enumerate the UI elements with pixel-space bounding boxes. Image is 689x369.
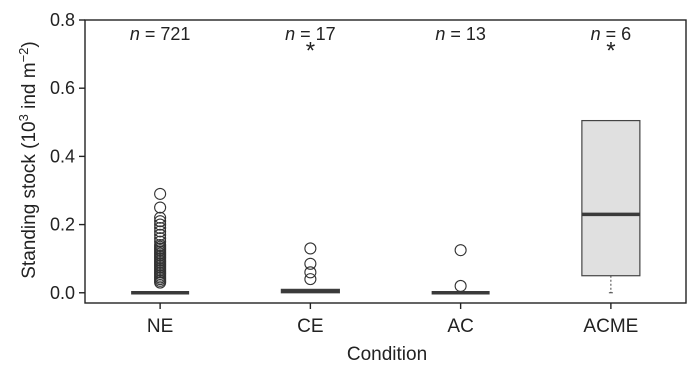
x-tick-label: ACME <box>583 316 638 337</box>
sample-size-symbol: n <box>285 24 295 44</box>
outlier-point <box>154 215 167 228</box>
outlier-point <box>154 211 167 224</box>
outlier-point <box>454 279 467 293</box>
sample-size-label: n = 13 <box>435 24 486 44</box>
y-axis-ticks: 0.0 0.2 0.4 0.6 0.8 <box>50 10 85 303</box>
y-axis-title-superscript-1: 3 <box>16 114 31 121</box>
box-group-ac <box>431 244 490 295</box>
y-axis-title-suffix: ) <box>19 41 40 47</box>
sample-size-value: = 13 <box>445 24 486 44</box>
plot-frame <box>84 19 687 304</box>
box-iqr <box>581 119 641 277</box>
x-tick-label: NE <box>147 316 173 337</box>
y-tick-label: 0.8 <box>50 10 75 30</box>
sample-size-value: = 17 <box>295 24 336 44</box>
x-tick-label: AC <box>447 316 473 337</box>
outlier-point <box>304 242 317 255</box>
outlier-point <box>154 187 167 200</box>
y-tick-label: 0.0 <box>50 283 75 303</box>
sample-size-value: = 6 <box>601 24 632 44</box>
y-axis-title-prefix: Standing stock (10 <box>19 121 40 278</box>
sample-size-symbol: n <box>591 24 601 44</box>
y-axis-title: Standing stock (103 ind m−2) <box>16 41 40 279</box>
outlier-point <box>154 218 167 231</box>
plot-axes <box>84 19 687 304</box>
outlier-point <box>154 228 167 241</box>
outlier-point <box>304 266 317 279</box>
outlier-point <box>154 238 167 252</box>
outlier-point <box>304 257 317 270</box>
mean-marker: * <box>606 37 615 64</box>
sample-size-symbol: n <box>435 24 445 44</box>
x-axis-ticks: NE CE AC ACME <box>147 303 638 337</box>
box-series: * * <box>131 37 641 295</box>
outlier-point <box>154 232 167 245</box>
mean-marker: * <box>306 37 315 64</box>
y-tick-label: 0.6 <box>50 78 75 98</box>
y-axis-title-superscript-2: −2 <box>16 48 31 63</box>
y-tick-label: 0.4 <box>50 146 75 166</box>
outlier-point <box>154 221 167 235</box>
y-tick-label: 0.2 <box>50 215 75 235</box>
sample-size-labels: n = 721 n = 17 n = 13 n = 6 <box>130 24 631 44</box>
outlier-point <box>154 201 167 214</box>
x-tick-label: CE <box>297 316 323 337</box>
sample-size-label: n = 6 <box>591 24 632 44</box>
sample-size-label: n = 17 <box>285 24 336 44</box>
sample-size-label: n = 721 <box>130 24 191 44</box>
x-axis-title: Condition <box>347 344 427 364</box>
outlier-point <box>154 235 167 248</box>
outlier-point <box>454 244 467 257</box>
outlier-point <box>304 273 317 286</box>
y-axis-title-middle: ind m <box>19 62 40 114</box>
box-group-acme: * <box>581 37 641 294</box>
box-group-ce: * <box>280 37 340 294</box>
outlier-point <box>154 225 167 238</box>
sample-size-value: = 721 <box>140 24 191 44</box>
sample-size-symbol: n <box>130 24 140 44</box>
box-group-ne <box>131 187 190 295</box>
